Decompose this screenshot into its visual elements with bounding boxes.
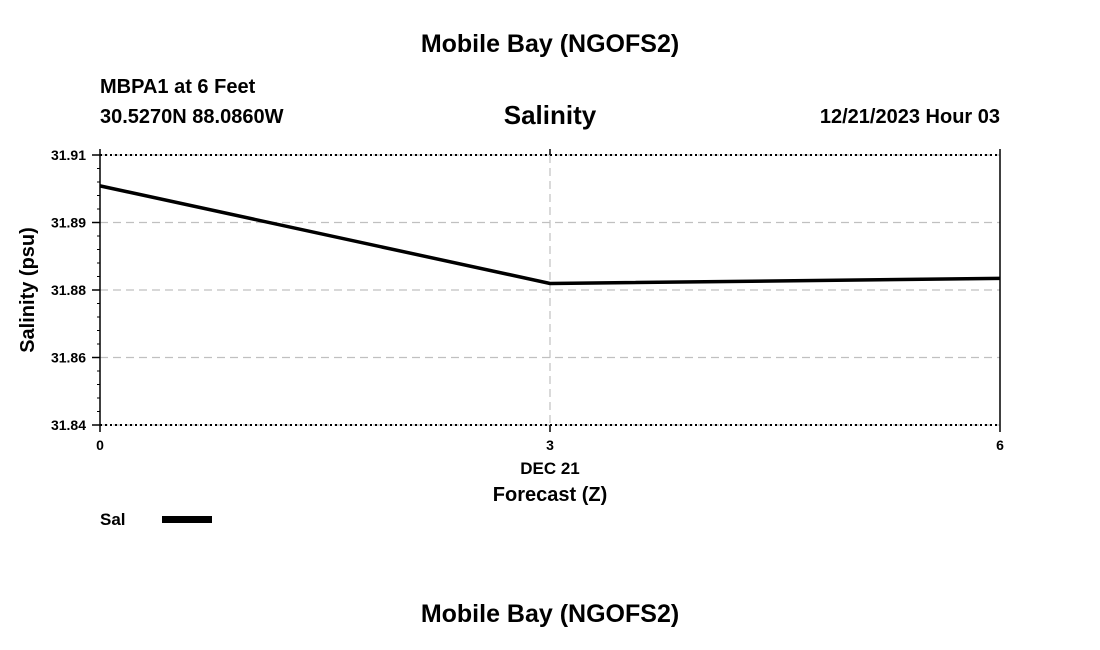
x-date-label: DEC 21 xyxy=(520,459,580,478)
y-tick-label: 31.91 xyxy=(51,147,86,163)
y-tick-label: 31.88 xyxy=(51,282,86,298)
x-tick-label: 3 xyxy=(546,437,554,453)
y-axis-label: Salinity (psu) xyxy=(17,227,39,353)
series-line-sal xyxy=(99,184,1001,286)
chart-title: Salinity xyxy=(503,100,597,130)
y-tick-label: 31.84 xyxy=(51,417,86,433)
y-tick-label: 31.89 xyxy=(51,215,86,231)
x-axis-label: Forecast (Z) xyxy=(493,484,607,506)
station-coordinates: 30.5270N 88.0860W xyxy=(100,106,284,128)
footer-title: Mobile Bay (NGOFS2) xyxy=(420,600,680,628)
legend-swatch xyxy=(162,516,212,523)
station-label: MBPA1 at 6 Feet xyxy=(100,76,256,98)
page-title: Mobile Bay (NGOFS2) xyxy=(420,30,680,58)
x-tick-label: 0 xyxy=(96,437,104,453)
legend-label: Sal xyxy=(100,510,126,529)
forecast-datetime: 12/21/2023 Hour 03 xyxy=(819,106,1000,128)
x-tick-label: 6 xyxy=(996,437,1004,453)
y-tick-label: 31.86 xyxy=(51,350,86,366)
